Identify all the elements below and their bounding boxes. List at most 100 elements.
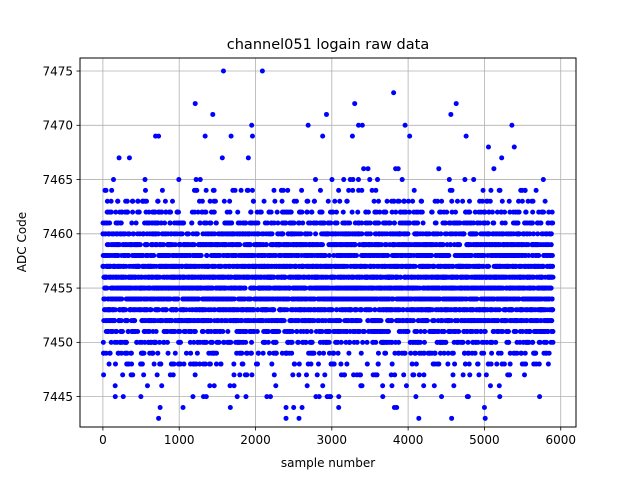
data-point <box>349 209 355 215</box>
data-point <box>284 307 290 313</box>
data-point <box>289 339 295 345</box>
data-point <box>300 220 306 226</box>
data-point <box>150 350 156 356</box>
data-point <box>304 383 310 389</box>
data-point <box>364 339 370 345</box>
data-point <box>155 350 161 356</box>
data-point <box>119 296 125 302</box>
data-point <box>331 350 337 356</box>
data-point <box>311 350 317 356</box>
data-point <box>144 383 150 389</box>
data-point <box>263 242 269 248</box>
data-point <box>337 198 343 204</box>
data-point <box>133 220 139 226</box>
data-point <box>192 328 198 334</box>
data-point <box>200 328 206 334</box>
data-point <box>389 383 395 389</box>
data-point <box>139 361 145 367</box>
data-point <box>245 155 251 161</box>
data-point <box>255 350 261 356</box>
data-point <box>406 209 412 215</box>
data-point <box>126 253 132 259</box>
data-point <box>271 220 277 226</box>
data-point <box>358 372 364 378</box>
data-point <box>163 307 169 313</box>
data-point <box>171 361 177 367</box>
data-point <box>231 361 237 367</box>
data-point <box>192 209 198 215</box>
data-point <box>207 361 213 367</box>
data-point <box>296 372 302 378</box>
data-point <box>326 350 332 356</box>
data-point <box>346 350 352 356</box>
data-point <box>144 242 150 248</box>
data-point <box>179 231 185 237</box>
data-point <box>108 339 114 345</box>
data-point <box>194 350 200 356</box>
data-point <box>243 394 249 400</box>
data-point <box>232 187 238 193</box>
data-point <box>350 177 356 183</box>
data-point <box>359 220 365 226</box>
data-point <box>367 220 373 226</box>
data-point <box>191 242 197 248</box>
data-point <box>383 209 389 215</box>
data-point <box>130 198 136 204</box>
data-point <box>177 328 183 334</box>
data-point <box>141 372 147 378</box>
data-point <box>161 242 167 248</box>
data-point <box>290 372 296 378</box>
data-point <box>243 339 249 345</box>
data-point <box>392 372 398 378</box>
data-point <box>304 328 310 334</box>
data-point <box>147 328 153 334</box>
data-point <box>129 220 135 226</box>
data-point <box>311 198 317 204</box>
data-point <box>396 198 402 204</box>
data-point <box>237 242 243 248</box>
data-point <box>466 361 472 367</box>
data-point <box>347 339 353 345</box>
data-point <box>138 394 144 400</box>
data-point <box>309 209 315 215</box>
data-point <box>344 198 350 204</box>
data-point <box>373 339 379 345</box>
data-point <box>162 220 168 226</box>
data-point <box>329 177 335 183</box>
data-point <box>371 198 377 204</box>
data-point <box>212 198 218 204</box>
data-point <box>328 220 334 226</box>
data-point <box>181 361 187 367</box>
data-point <box>151 253 157 259</box>
data-point <box>191 339 197 345</box>
data-point <box>162 198 168 204</box>
data-point <box>209 339 215 345</box>
data-point <box>261 198 267 204</box>
data-point <box>148 307 154 313</box>
data-point <box>436 361 442 367</box>
data-point <box>101 372 107 378</box>
data-point <box>176 209 182 215</box>
data-point <box>118 350 124 356</box>
data-point <box>411 372 417 378</box>
data-point <box>192 372 198 378</box>
data-point <box>384 198 390 204</box>
data-point <box>250 198 256 204</box>
data-point <box>425 318 431 324</box>
data-point <box>108 198 114 204</box>
data-point <box>273 339 279 345</box>
data-point <box>120 372 126 378</box>
data-point <box>292 361 298 367</box>
data-point <box>198 253 204 259</box>
data-point <box>393 209 399 215</box>
data-point <box>359 307 365 313</box>
data-point <box>194 231 200 237</box>
data-point <box>203 209 209 215</box>
data-point <box>465 339 471 345</box>
data-point <box>376 198 382 204</box>
data-point <box>168 209 174 215</box>
data-point <box>142 187 148 193</box>
data-point <box>208 220 214 226</box>
data-point <box>411 318 417 324</box>
data-point <box>342 372 348 378</box>
